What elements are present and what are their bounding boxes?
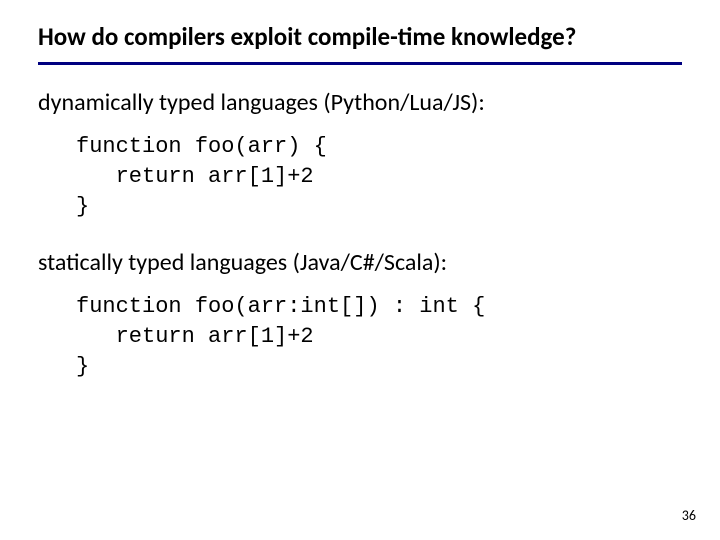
slide-container: How do compilers exploit compile-time kn… bbox=[0, 0, 720, 382]
page-number: 36 bbox=[682, 507, 696, 524]
section1-code: function foo(arr) { return arr[1]+2 } bbox=[76, 132, 682, 221]
section1-text: dynamically typed languages (Python/Lua/… bbox=[38, 87, 682, 118]
slide-title: How do compilers exploit compile-time kn… bbox=[38, 22, 682, 62]
section2-text: statically typed languages (Java/C#/Scal… bbox=[38, 247, 682, 278]
title-underline bbox=[38, 62, 682, 65]
section2-code: function foo(arr:int[]) : int { return a… bbox=[76, 292, 682, 381]
